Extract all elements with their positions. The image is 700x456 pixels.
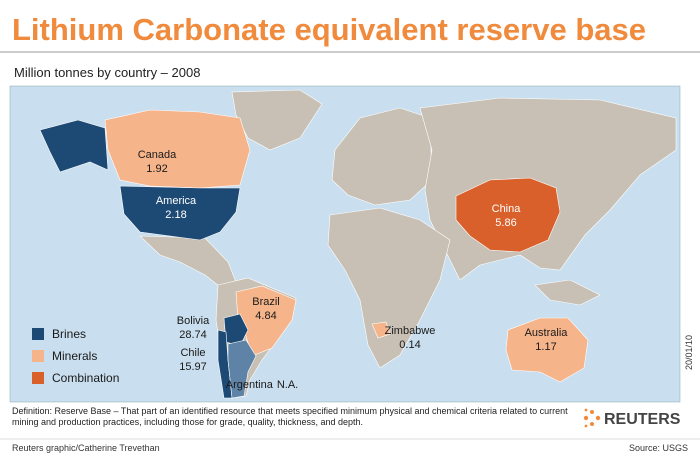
- country-name: Australia: [525, 327, 569, 339]
- logo-dot: [590, 422, 594, 426]
- country-name: Argentina: [226, 379, 274, 391]
- logo-dot: [590, 410, 594, 414]
- country-shape: [104, 109, 251, 189]
- subtitle: Million tonnes by country – 2008: [14, 65, 200, 80]
- credit: Reuters graphic/Catherine Trevethan: [12, 443, 160, 453]
- legend-swatch: [32, 372, 44, 384]
- legend: Brines Minerals Combination: [32, 327, 119, 385]
- definition: Definition: Reserve Base – That part of …: [12, 406, 568, 427]
- country-label: Argentina N.A.: [226, 379, 299, 391]
- country-name: China: [492, 203, 522, 215]
- legend-label: Combination: [52, 371, 119, 385]
- map: [9, 85, 681, 403]
- country-shape: [227, 339, 257, 399]
- source: Source: USGS: [629, 443, 688, 453]
- country-value: N.A.: [277, 379, 298, 391]
- country-name: Bolivia: [177, 315, 210, 327]
- country-shape: [39, 119, 109, 173]
- indonesia: [534, 279, 601, 306]
- title: Lithium Carbonate equivalent reserve bas…: [12, 12, 646, 47]
- logo-dot: [583, 415, 589, 421]
- country-shape: [119, 185, 241, 241]
- country-shape: [371, 321, 391, 339]
- country-name: Zimbabwe: [385, 325, 436, 337]
- country-value: 4.84: [255, 310, 276, 322]
- country-shape: [455, 177, 561, 253]
- country-value: 1.17: [535, 341, 556, 353]
- logo-dot: [584, 408, 588, 412]
- country-value: 0.14: [399, 339, 420, 351]
- country-labels: Canada 1.92 America 2.18 Brazil 4.84 Bolivia 28…: [138, 149, 569, 391]
- logo-dot: [595, 415, 601, 421]
- country-value: 28.74: [179, 329, 207, 341]
- legend-swatch: [32, 328, 44, 340]
- definition-box: Definition: Reserve Base – That part of …: [12, 406, 568, 427]
- africa: [327, 207, 451, 369]
- legend-label: Minerals: [52, 349, 97, 363]
- country-value: 2.18: [165, 209, 186, 221]
- logo-text: REUTERS: [604, 411, 681, 428]
- legend-swatch: [32, 350, 44, 362]
- country-name: Canada: [138, 149, 177, 161]
- country-value: 5.86: [495, 217, 516, 229]
- europe: [331, 107, 433, 206]
- logo: REUTERS: [583, 408, 681, 428]
- country-value: 15.97: [179, 361, 207, 373]
- date: 20/01/10: [684, 335, 694, 370]
- legend-label: Brines: [52, 327, 86, 341]
- country-value: 1.92: [146, 163, 167, 175]
- country-name: Brazil: [252, 296, 280, 308]
- country-shape: [505, 317, 589, 383]
- country-name: Chile: [180, 347, 205, 359]
- country-name: America: [156, 195, 197, 207]
- logo-dot: [584, 424, 588, 428]
